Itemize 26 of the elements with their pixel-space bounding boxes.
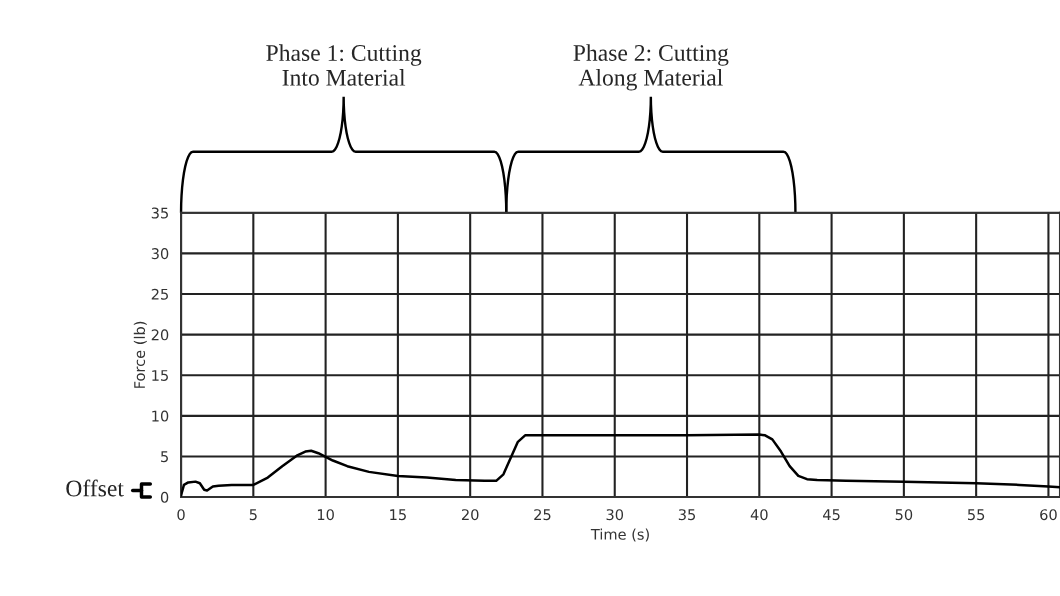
x-tick-label: 5 (249, 509, 257, 521)
x-tick-label: 20 (461, 509, 479, 521)
y-tick-label: 5 (161, 451, 168, 463)
y-tick-label: 20 (151, 329, 169, 341)
x-tick-label: 30 (606, 509, 624, 521)
y-tick-label: 35 (151, 207, 168, 219)
text: Phase 1: Cutting Into Material (266, 44, 422, 86)
y-axis-title: Force (lb) (133, 321, 147, 388)
y-tick-label: 30 (151, 248, 169, 260)
y-tick-label: 15 (152, 370, 168, 381)
x-tick-label: 15 (390, 509, 406, 521)
x-tick-label: 40 (750, 509, 768, 521)
y-tick-label: 0 (160, 491, 169, 503)
x-axis-title: Time (s) (590, 528, 649, 542)
x-tick-label: 0 (177, 509, 185, 521)
text: Phase 2: Cutting Along Material (573, 44, 729, 91)
x-tick-label: 25 (534, 509, 551, 521)
text: Offset (66, 479, 124, 497)
x-tick-label: 50 (895, 509, 913, 521)
x-tick-label: 55 (968, 509, 985, 521)
y-tick-label: 25 (151, 288, 168, 300)
x-tick-label: 10 (317, 509, 334, 521)
x-tick-label: 35 (678, 509, 696, 521)
x-tick-label: 60 (1040, 509, 1057, 521)
y-tick-label: 10 (152, 410, 169, 422)
x-tick-label: 45 (823, 509, 840, 521)
